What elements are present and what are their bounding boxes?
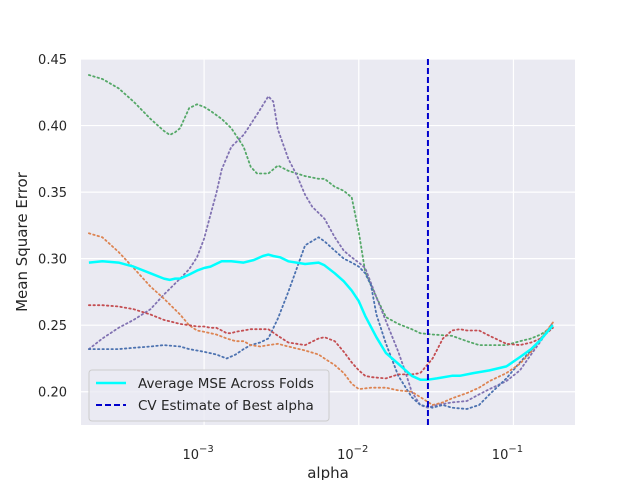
x-tick-label: 10−3 — [182, 444, 213, 463]
legend-mean-label: Average MSE Across Folds — [138, 376, 314, 392]
fold-line-1 — [88, 74, 554, 346]
mean-mse-line — [88, 253, 554, 381]
x-axis-title: alpha — [307, 464, 349, 480]
y-tick-label: 0.40 — [38, 120, 67, 135]
legend-box — [88, 369, 330, 422]
fold-line-3 — [88, 236, 554, 410]
x-tick-label: 10−1 — [492, 444, 523, 463]
x-tick-label: 10−2 — [337, 444, 368, 463]
y-axis-title: Mean Square Error — [13, 171, 31, 312]
mean-line-group — [88, 253, 554, 381]
fold-line-4 — [88, 232, 554, 406]
plot-area — [81, 59, 575, 425]
y-tick-label: 0.25 — [38, 319, 67, 334]
y-tick-labels: 0.20 0.25 0.30 0.35 0.40 0.45 — [38, 53, 67, 401]
fold-line-2 — [88, 95, 554, 409]
y-tick-label: 0.30 — [38, 253, 67, 268]
fold-line-5 — [88, 304, 554, 380]
y-tick-label: 0.35 — [38, 186, 67, 201]
x-tick-labels: 10−3 10−2 10−1 — [182, 444, 523, 463]
y-tick-label: 0.45 — [38, 53, 67, 68]
legend-best-alpha-label: CV Estimate of Best alpha — [138, 398, 314, 414]
legend: Average MSE Across Folds CV Estimate of … — [88, 369, 330, 422]
y-tick-label: 0.20 — [38, 386, 67, 401]
fold-lines — [88, 74, 554, 410]
